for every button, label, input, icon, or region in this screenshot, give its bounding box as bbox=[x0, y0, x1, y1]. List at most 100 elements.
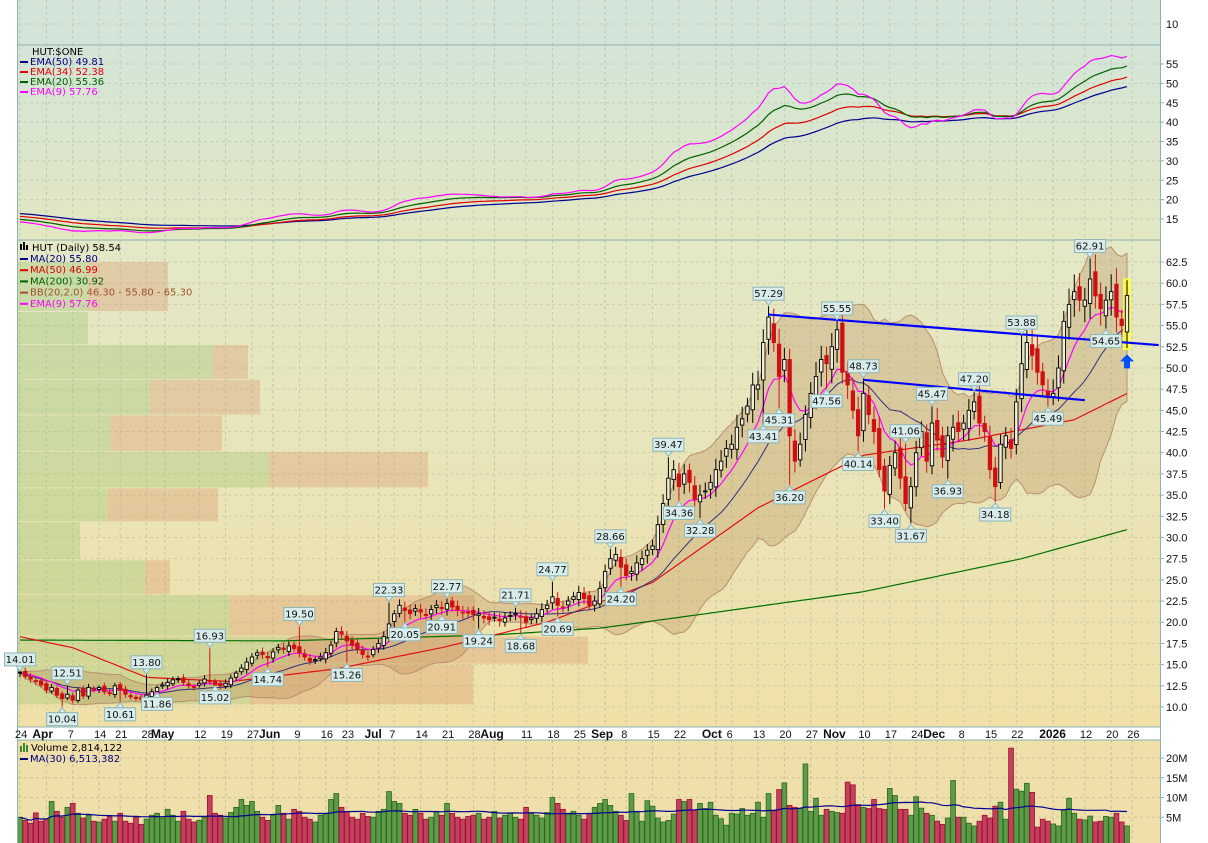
price-label-text: 22.33 bbox=[375, 585, 404, 596]
candle-body bbox=[871, 419, 877, 432]
volume-tick-label: 15M bbox=[1166, 773, 1187, 785]
volume-bar bbox=[612, 810, 619, 843]
volume-bar bbox=[1039, 818, 1046, 843]
candle-body bbox=[787, 359, 792, 437]
volume-plot bbox=[18, 747, 1130, 843]
volume-bar bbox=[929, 814, 935, 843]
candle-body bbox=[581, 593, 587, 599]
price-tick-label: 52.5 bbox=[1166, 342, 1187, 354]
volume-bar bbox=[496, 817, 503, 843]
candle-body bbox=[328, 644, 334, 654]
price-label-text: 14.01 bbox=[6, 655, 35, 666]
candle-body bbox=[181, 677, 186, 683]
price-label-box bbox=[821, 301, 854, 316]
candle-body bbox=[1114, 283, 1119, 318]
candle-body bbox=[977, 395, 982, 424]
price-label-box bbox=[604, 592, 637, 607]
volume-bar bbox=[628, 793, 635, 843]
price-label-box bbox=[747, 429, 780, 444]
volume-bar bbox=[254, 810, 261, 843]
candle-body bbox=[33, 680, 38, 683]
volume-bar bbox=[454, 816, 461, 843]
volume-bar bbox=[59, 816, 65, 843]
candle-body bbox=[718, 460, 724, 471]
candle-body bbox=[228, 677, 234, 686]
volume-bar bbox=[486, 816, 492, 843]
volume-bar bbox=[997, 801, 1004, 843]
volume-bar bbox=[307, 818, 313, 843]
candle-body bbox=[824, 355, 829, 365]
candle-body bbox=[608, 558, 613, 569]
candle-body bbox=[508, 615, 513, 617]
price-label-text: 22.77 bbox=[433, 582, 462, 593]
candle-body bbox=[898, 447, 903, 479]
volume-bar bbox=[164, 808, 171, 843]
volume-bar bbox=[412, 808, 419, 843]
volume-bar bbox=[549, 797, 556, 843]
volume-bar bbox=[739, 808, 745, 843]
candle-body bbox=[18, 671, 23, 674]
volume-bar bbox=[676, 799, 682, 843]
price-label-box bbox=[842, 457, 875, 472]
volume-bar bbox=[960, 816, 967, 843]
volume-bar bbox=[317, 814, 324, 843]
date-tick-label: 7 bbox=[389, 729, 395, 741]
candle-body bbox=[940, 435, 945, 458]
price-label-box bbox=[652, 437, 685, 452]
candle-body bbox=[481, 615, 487, 619]
price-tick-label: 30.0 bbox=[1166, 532, 1187, 544]
price-tick-label: 47.5 bbox=[1166, 384, 1187, 396]
date-tick-label: 12 bbox=[194, 729, 206, 741]
price-label-text: 43.41 bbox=[749, 432, 778, 443]
volume-bar bbox=[823, 808, 830, 843]
price-label: 10.04 bbox=[46, 706, 79, 727]
candle-body bbox=[318, 656, 323, 660]
volume-bar bbox=[860, 806, 867, 843]
price-label-box bbox=[388, 627, 421, 642]
volume-bar bbox=[438, 814, 445, 843]
candle-body bbox=[255, 652, 260, 656]
volume-bar bbox=[417, 812, 424, 843]
candle-body bbox=[1077, 286, 1082, 301]
ratio-tick-label: 20 bbox=[1166, 195, 1178, 207]
price-label-box bbox=[104, 707, 137, 722]
price-label-box bbox=[536, 562, 569, 577]
volume-bar bbox=[607, 805, 614, 843]
price-label: 43.41 bbox=[747, 424, 780, 444]
volume-bar bbox=[728, 812, 735, 843]
price-label: 47.56 bbox=[810, 388, 843, 409]
price-tick-label: 37.5 bbox=[1166, 469, 1187, 481]
date-tick-label: 14 bbox=[94, 729, 106, 741]
volume-bar bbox=[238, 799, 245, 843]
candle-body bbox=[418, 609, 423, 613]
candle-body bbox=[392, 613, 397, 622]
volume-bar bbox=[818, 814, 825, 843]
candle-body bbox=[207, 680, 212, 683]
volume-bar bbox=[581, 818, 587, 843]
price-tick-label: 42.5 bbox=[1166, 427, 1187, 439]
volume-by-price-up-bar bbox=[18, 522, 80, 560]
candle-body bbox=[534, 613, 539, 619]
candle-body bbox=[697, 494, 703, 503]
price-tick-label: 17.5 bbox=[1166, 638, 1187, 650]
date-tick-label: 27 bbox=[806, 729, 818, 741]
price-label-box bbox=[931, 484, 964, 499]
price-label-box bbox=[283, 606, 316, 621]
price-label-box bbox=[958, 372, 991, 387]
candle-body bbox=[1098, 293, 1103, 310]
candle-body bbox=[655, 524, 660, 551]
candle-body bbox=[313, 659, 318, 661]
volume-bar bbox=[275, 805, 282, 843]
candle-body bbox=[38, 680, 44, 686]
volume-bar bbox=[402, 812, 408, 843]
volume-bar bbox=[18, 816, 23, 843]
date-tick-label: 22 bbox=[674, 729, 686, 741]
candle-body bbox=[160, 684, 165, 687]
volume-bar bbox=[897, 808, 904, 843]
volume-bar bbox=[813, 797, 819, 843]
volume-by-price-down-bar bbox=[145, 560, 170, 595]
candle-body bbox=[365, 655, 371, 658]
volume-bar bbox=[554, 803, 561, 843]
candle-body bbox=[260, 651, 265, 655]
